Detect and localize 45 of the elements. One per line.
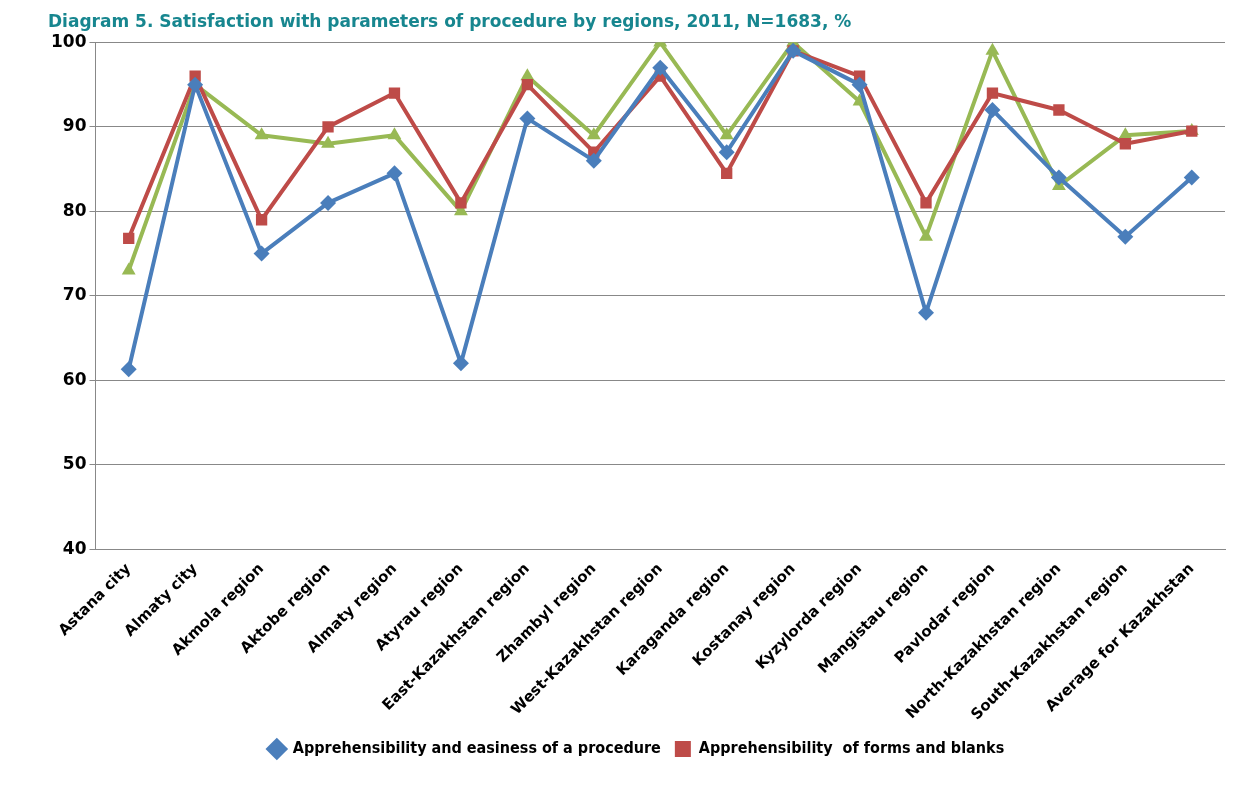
point <box>121 262 136 275</box>
point <box>586 127 601 140</box>
point <box>718 144 735 161</box>
point <box>120 361 137 378</box>
point <box>455 197 467 209</box>
point <box>1117 228 1134 245</box>
point <box>386 165 403 182</box>
point <box>984 101 1001 118</box>
y-tick-label: 70 <box>62 284 87 305</box>
point <box>1050 169 1067 186</box>
y-tick-label: 40 <box>62 537 87 558</box>
point <box>519 110 536 127</box>
y-tick-label: 80 <box>62 199 87 220</box>
point <box>918 304 935 321</box>
point <box>585 152 602 169</box>
point <box>1119 138 1131 150</box>
point <box>1053 104 1065 116</box>
point <box>1183 169 1200 186</box>
point <box>321 135 335 148</box>
point <box>452 355 469 372</box>
point <box>387 127 402 140</box>
legend-label: Apprehensibility and easiness of a procedure <box>292 738 662 758</box>
point <box>253 245 270 262</box>
point <box>985 42 1000 55</box>
point <box>254 127 269 140</box>
point <box>123 232 135 245</box>
point <box>721 167 733 179</box>
point <box>851 76 868 93</box>
point <box>187 76 204 93</box>
y-tick-label: 60 <box>62 368 87 389</box>
point <box>320 194 337 211</box>
point <box>255 214 268 226</box>
legend-label: Apprehensibility of forms and blanks <box>698 738 1005 758</box>
point <box>719 127 734 140</box>
y-tick-label: 100 <box>50 30 87 51</box>
point <box>521 78 534 91</box>
y-tick-label: 50 <box>62 453 87 474</box>
point <box>322 121 334 133</box>
point <box>920 197 932 209</box>
chart-title: Diagram 5. Satisfaction with parameters of procedure by regions, 2011, N=1683, % <box>48 10 852 31</box>
point <box>388 87 401 99</box>
point <box>919 228 933 241</box>
point <box>652 59 669 76</box>
y-tick-label: 90 <box>62 115 87 136</box>
point <box>986 87 999 99</box>
